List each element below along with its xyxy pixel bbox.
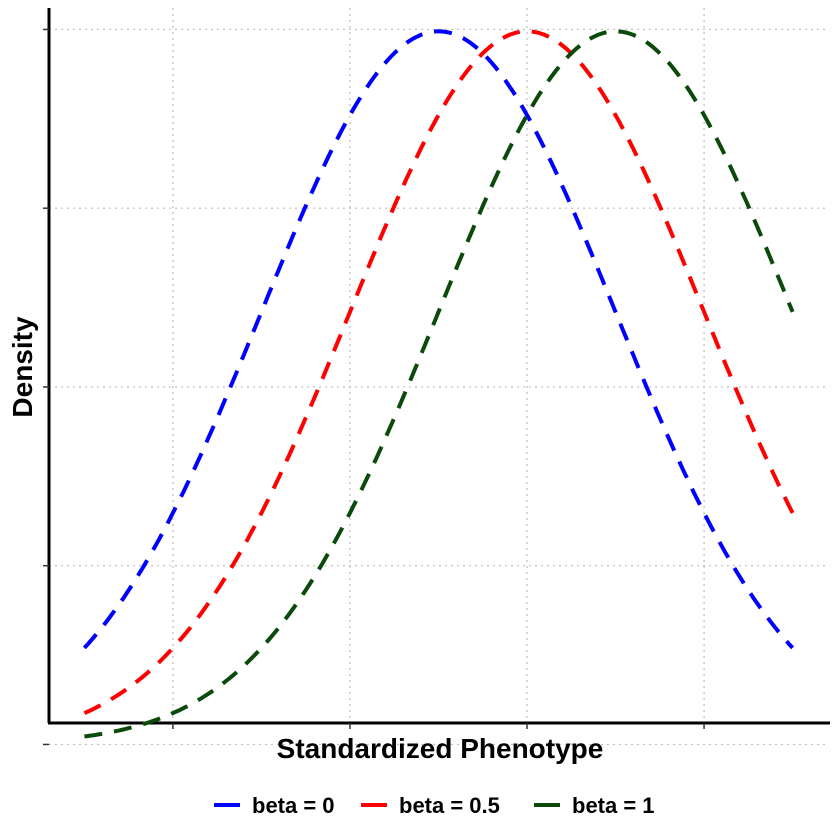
legend-item-beta-0: beta = 0 <box>214 793 335 818</box>
legend-label-beta-1: beta = 1 <box>572 793 655 818</box>
legend-label-beta-0: beta = 0 <box>252 793 335 818</box>
y-axis-title: Density <box>7 316 38 418</box>
legend-item-beta-1: beta = 1 <box>534 793 655 818</box>
series-lines <box>82 29 795 739</box>
axis-ticks <box>43 28 705 746</box>
legend: beta = 0 beta = 0.5 beta = 1 <box>214 793 655 818</box>
series-line-2 <box>84 29 795 739</box>
legend-item-beta-05: beta = 0.5 <box>361 793 500 818</box>
grid-lines <box>49 8 828 746</box>
legend-label-beta-05: beta = 0.5 <box>399 793 500 818</box>
x-axis-title: Standardized Phenotype <box>277 733 604 764</box>
axes <box>47 8 830 725</box>
series-line-0 <box>82 29 795 650</box>
series-line-1 <box>83 29 795 715</box>
